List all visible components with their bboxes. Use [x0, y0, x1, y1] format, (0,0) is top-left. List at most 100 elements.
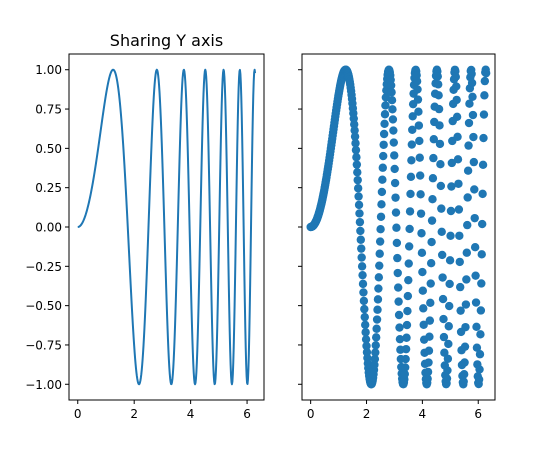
- scatter-point: [438, 273, 447, 282]
- scatter-point: [388, 115, 398, 124]
- scatter-point: [414, 121, 424, 130]
- scatter-point: [468, 110, 478, 120]
- scatter-point: [446, 231, 455, 241]
- scatter-point: [371, 348, 380, 357]
- scatter-point: [464, 141, 473, 150]
- scatter-point: [389, 126, 398, 135]
- scatter-point: [437, 204, 446, 213]
- scatter-point: [435, 139, 445, 149]
- scatter-point: [413, 85, 422, 94]
- scatter-point: [477, 279, 486, 288]
- scatter-point: [408, 125, 417, 135]
- scatter-point: [401, 363, 410, 372]
- scatter-point: [470, 185, 479, 194]
- scatter-point: [434, 104, 444, 114]
- scatter-point: [445, 279, 454, 289]
- y-tick-label: 0.25: [35, 181, 62, 195]
- scatter-point: [452, 95, 461, 105]
- scatter-point: [425, 316, 435, 325]
- right-x-axis: 0 2 4 6: [307, 400, 482, 421]
- scatter-point: [476, 330, 485, 339]
- scatter-point: [477, 219, 487, 229]
- scatter-point: [403, 291, 413, 301]
- x-tick-label: 0: [307, 407, 315, 421]
- scatter-point: [474, 375, 484, 384]
- y-tick-label: −1.00: [25, 378, 62, 392]
- scatter-point: [417, 229, 426, 238]
- scatter-point: [478, 160, 488, 170]
- scatter-point: [377, 200, 386, 209]
- scatter-point: [372, 324, 381, 333]
- scatter-point: [356, 235, 365, 244]
- scatter-point: [370, 354, 380, 364]
- scatter-point: [452, 112, 462, 122]
- scatter-point: [402, 333, 411, 342]
- scatter-point: [408, 112, 417, 121]
- scatter-point: [459, 370, 469, 379]
- scatter-point: [357, 253, 366, 262]
- scatter-point: [447, 158, 457, 168]
- scatter-point: [352, 160, 362, 169]
- scatter-point: [359, 288, 368, 297]
- scatter-point: [451, 72, 460, 82]
- line-series: [77, 68, 257, 386]
- right-subplot: 0 2 4 6: [298, 53, 496, 421]
- scatter-point: [379, 140, 388, 149]
- scatter-point: [393, 283, 403, 292]
- scatter-point: [416, 190, 425, 199]
- scatter-point: [377, 187, 387, 197]
- scatter-point: [393, 253, 402, 263]
- scatter-point: [387, 88, 396, 97]
- scatter-point: [423, 374, 432, 383]
- scatter-point: [392, 238, 402, 248]
- scatter-point: [439, 332, 449, 342]
- scatter-point: [436, 160, 445, 169]
- scatter-point: [407, 140, 417, 149]
- x-tick-label: 4: [187, 407, 195, 421]
- scatter-point: [442, 374, 452, 383]
- x-tick-label: 2: [130, 407, 138, 421]
- scatter-point: [461, 300, 471, 309]
- x-tick-label: 2: [363, 407, 371, 421]
- scatter-point: [404, 275, 413, 285]
- scatter-point: [438, 294, 448, 304]
- scatter-point: [415, 136, 424, 146]
- scatter-point: [463, 193, 472, 202]
- scatter-point: [456, 306, 465, 315]
- scatter-point: [395, 323, 404, 332]
- scatter-point: [412, 71, 421, 80]
- scatter-point: [357, 262, 367, 271]
- left-y-axis: 1.00 0.75 0.50 0.25 0.00 −0.25 −0.50 −0.75 −1.00: [25, 63, 69, 392]
- scatter-point: [392, 223, 401, 232]
- scatter-point: [428, 174, 438, 183]
- scatter-point: [423, 367, 433, 377]
- scatter-point: [480, 91, 489, 100]
- scatter-point: [436, 181, 446, 191]
- scatter-point: [361, 335, 371, 344]
- scatter-point: [429, 135, 439, 144]
- scatter-point: [359, 296, 369, 306]
- scatter-point: [390, 164, 399, 174]
- scatter-point: [424, 358, 433, 367]
- scatter-point: [362, 341, 371, 351]
- scatter-point: [462, 248, 471, 257]
- scatter-point: [461, 322, 470, 332]
- scatter-point: [351, 145, 361, 155]
- scatter-point: [355, 217, 365, 227]
- scatter-point: [468, 92, 477, 102]
- scatter-point: [472, 343, 482, 352]
- scatter-point: [354, 192, 363, 201]
- scatter-point: [453, 132, 462, 142]
- scatter-point: [437, 227, 446, 236]
- scatter-point: [434, 80, 443, 89]
- y-tick-label: −0.50: [25, 299, 62, 313]
- scatter-point: [355, 209, 364, 218]
- scatter-point: [394, 310, 404, 320]
- scatter-point: [380, 119, 389, 128]
- scatter-point: [462, 275, 471, 284]
- scatter-point: [419, 320, 428, 329]
- x-tick-label: 6: [243, 407, 251, 421]
- scatter-point: [455, 257, 464, 267]
- scatter-point: [426, 298, 435, 308]
